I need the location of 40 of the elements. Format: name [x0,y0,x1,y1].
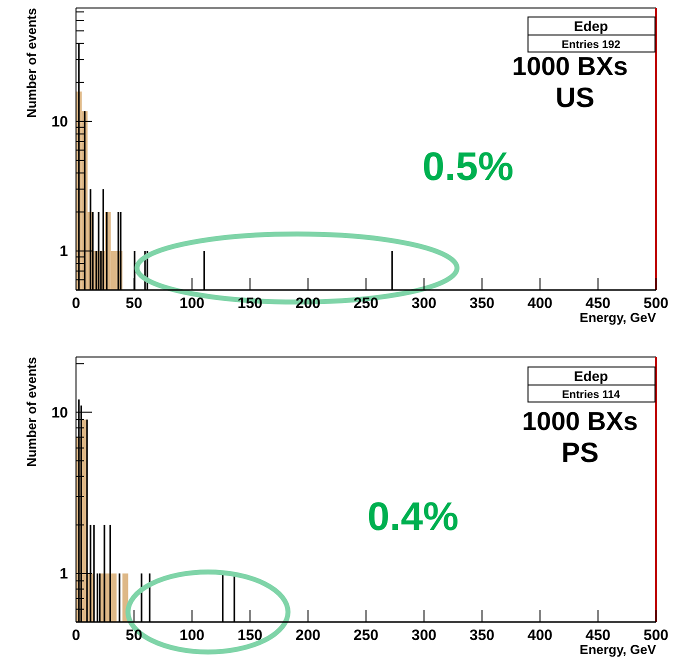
x-tick-label: 50 [126,627,142,644]
annotation: PS [561,437,599,468]
x-tick-label: 300 [411,627,437,644]
x-tick-label: 350 [469,295,495,312]
y-tick-label: 1 [60,243,68,260]
annotation: 1000 BXs [522,406,638,436]
x-tick-label: 200 [295,295,321,312]
x-tick-label: 100 [179,295,205,312]
x-axis-title: Energy, GeV [580,310,656,325]
x-tick-label: 300 [411,295,437,312]
x-tick-label: 0 [72,295,80,312]
x-tick-label: 450 [585,295,611,312]
x-tick-label: 150 [237,295,263,312]
x-tick-label: 400 [527,295,553,312]
x-axis-title: Energy, GeV [580,642,656,657]
x-tick-label: 50 [126,295,142,312]
x-tick-label: 400 [527,627,553,644]
y-axis-title: Number of events [24,357,39,467]
annotation: Edep [574,18,608,34]
x-tick-label: 500 [643,627,669,644]
annotation: 0.5% [422,145,514,189]
x-tick-label: 450 [585,627,611,644]
annotation: US [556,82,594,113]
x-tick-label: 250 [353,627,379,644]
annotation: 1000 BXs [512,51,628,81]
y-tick-label: 10 [51,114,68,131]
x-tick-label: 350 [469,627,495,644]
x-tick-label: 250 [353,295,379,312]
x-tick-label: 500 [643,295,669,312]
y-tick-label: 10 [51,404,68,422]
annotation: 0.4% [367,495,459,539]
y-tick-label: 1 [60,566,68,583]
x-tick-label: 150 [237,627,263,644]
annotation: Edep [574,368,608,384]
x-tick-label: 200 [295,627,321,644]
annotation: Entries 192 [562,39,620,51]
x-tick-label: 0 [72,627,80,644]
annotation: Entries 114 [562,389,621,401]
y-axis-title: Number of events [24,8,39,118]
x-tick-label: 100 [179,627,205,644]
